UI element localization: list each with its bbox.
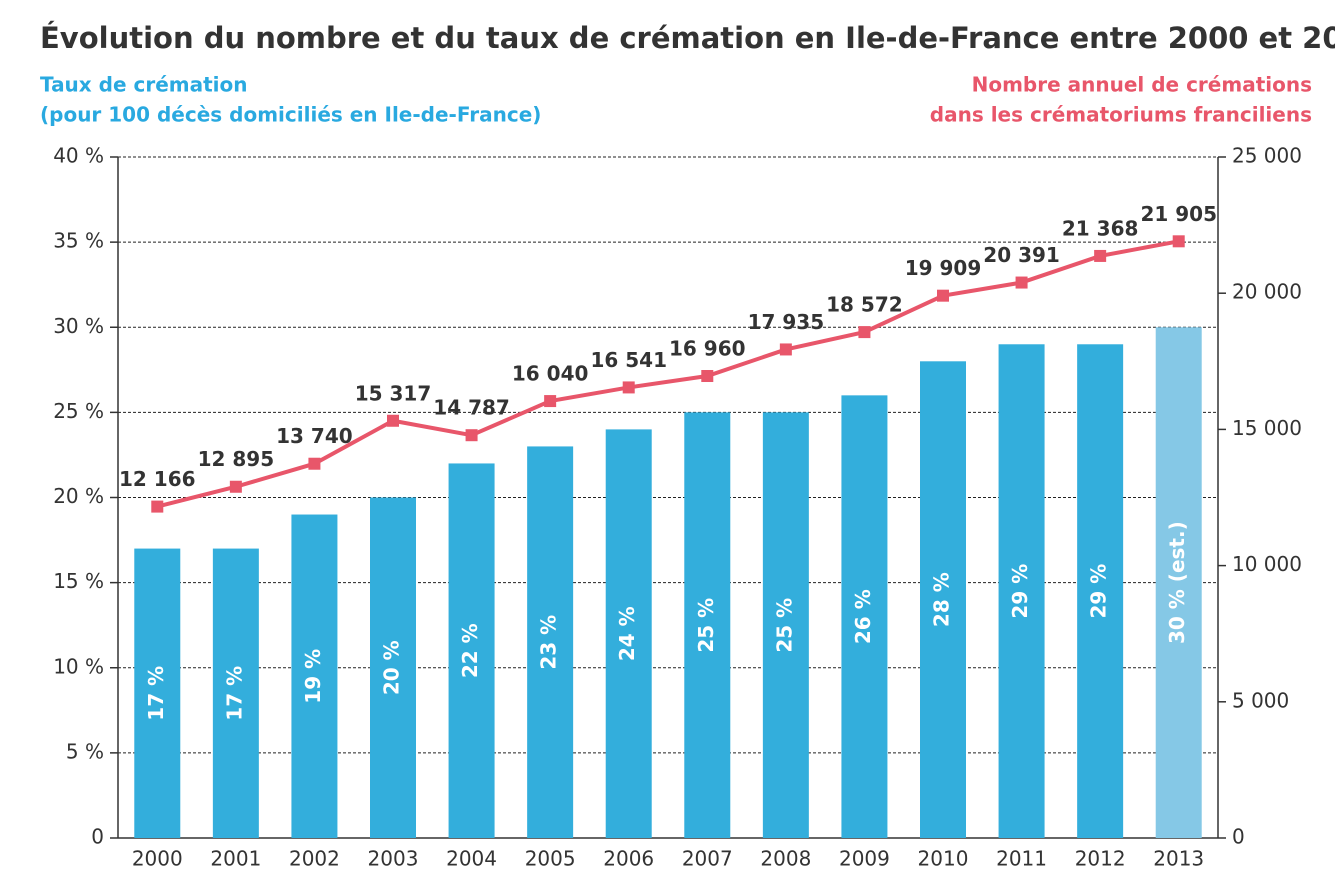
bar: [370, 497, 416, 838]
bar: [841, 395, 888, 838]
bar: [684, 412, 731, 838]
y-tick-label: 10 %: [53, 654, 104, 678]
x-tick-label: 2013: [1153, 847, 1204, 871]
bar-value-label: 23 %: [537, 615, 561, 670]
line-value-label: 21 368: [1062, 216, 1139, 240]
line-value-label: 17 935: [748, 310, 825, 334]
line-marker: [229, 480, 242, 493]
line-value-label: 13 740: [276, 424, 353, 448]
y-axis-label: (pour 100 décès domiciliés en Ile-de-Fra…: [40, 103, 541, 127]
line-marker: [387, 414, 399, 427]
bar-value-label: 25 %: [694, 598, 718, 653]
y2-tick-label: 15 000: [1232, 416, 1302, 440]
x-tick-label: 2000: [132, 847, 183, 871]
x-tick-label: 2006: [603, 847, 654, 871]
line-value-label: 19 909: [905, 256, 982, 280]
line-marker: [308, 457, 321, 470]
x-tick-label: 2012: [1075, 847, 1126, 871]
line-value-label: 16 040: [512, 362, 589, 386]
line-value-label: 18 572: [826, 293, 903, 317]
line-marker: [779, 343, 792, 356]
bar-value-label: 29 %: [1008, 564, 1032, 619]
bar: [448, 463, 495, 838]
bar: [920, 361, 966, 838]
line-value-label: 12 166: [119, 467, 196, 491]
bar-value-label: 26 %: [851, 589, 875, 644]
x-tick-label: 2011: [996, 847, 1047, 871]
y-axis-label: Taux de crémation: [40, 73, 248, 97]
y-tick-label: 20 %: [53, 484, 104, 508]
x-tick-label: 2005: [525, 847, 576, 871]
y2-tick-label: 10 000: [1232, 552, 1302, 576]
line-marker: [544, 395, 557, 408]
bar-value-label: 19 %: [301, 649, 325, 704]
x-tick-label: 2002: [289, 847, 340, 871]
y-tick-label: 40 %: [53, 144, 104, 168]
bar: [762, 412, 809, 838]
line-marker: [858, 326, 871, 339]
line-value-label: 16 960: [669, 337, 746, 361]
bar-value-label: 29 %: [1087, 564, 1111, 619]
y-tick-label: 30 %: [53, 314, 104, 338]
line-marker: [622, 381, 635, 394]
bar: [291, 514, 338, 838]
bar: [605, 429, 652, 838]
bar-value-label: 30 % (est.): [1165, 521, 1189, 644]
y-tick-label: 25 %: [53, 399, 104, 423]
bar: [527, 446, 574, 838]
line-marker: [1015, 276, 1028, 289]
bar: [998, 344, 1045, 838]
line-value-label: 14 787: [433, 396, 510, 420]
line-value-label: 16 541: [590, 348, 667, 372]
line-marker: [1172, 235, 1185, 248]
y2-tick-label: 5 000: [1232, 688, 1289, 712]
bar-value-label: 17 %: [222, 666, 246, 721]
y-tick-label: 35 %: [53, 229, 104, 253]
line-marker: [151, 500, 164, 513]
bar-value-label: 17 %: [144, 666, 168, 721]
line-value-label: 12 895: [198, 447, 275, 471]
y2-tick-label: 25 000: [1232, 144, 1302, 168]
x-tick-label: 2001: [210, 847, 261, 871]
line-marker: [1094, 249, 1107, 262]
y2-tick-label: 0: [1232, 825, 1245, 849]
bar: [1155, 327, 1202, 838]
bar: [1077, 344, 1124, 838]
y-tick-label: 5 %: [66, 739, 104, 763]
x-tick-label: 2003: [368, 847, 419, 871]
y2-axis-label: Nombre annuel de crémations: [972, 73, 1312, 97]
y-tick-label: 15 %: [53, 569, 104, 593]
line-marker: [701, 370, 714, 383]
chart-title: Évolution du nombre et du taux de crémat…: [40, 21, 1335, 55]
line-value-label: 15 317: [355, 381, 432, 405]
bar-value-label: 25 %: [772, 598, 796, 653]
bar: [212, 548, 259, 838]
line-value-label: 21 905: [1140, 202, 1217, 226]
line-value-label: 20 391: [983, 243, 1060, 267]
x-tick-label: 2007: [682, 847, 733, 871]
line-marker: [465, 429, 478, 442]
y2-tick-label: 20 000: [1232, 280, 1302, 304]
bar-value-label: 28 %: [930, 572, 954, 627]
bar-value-label: 22 %: [458, 623, 482, 678]
bar-value-label: 20 %: [380, 640, 404, 695]
y2-axis-label: dans les crématoriums franciliens: [930, 103, 1312, 127]
line: [156, 239, 1180, 509]
x-tick-label: 2010: [918, 847, 969, 871]
x-tick-label: 2004: [446, 847, 497, 871]
x-tick-label: 2009: [839, 847, 890, 871]
bar: [134, 548, 181, 838]
bar-value-label: 24 %: [615, 606, 639, 661]
x-tick-label: 2008: [760, 847, 811, 871]
line-marker: [937, 289, 949, 302]
y-tick-label: 0: [91, 825, 104, 849]
